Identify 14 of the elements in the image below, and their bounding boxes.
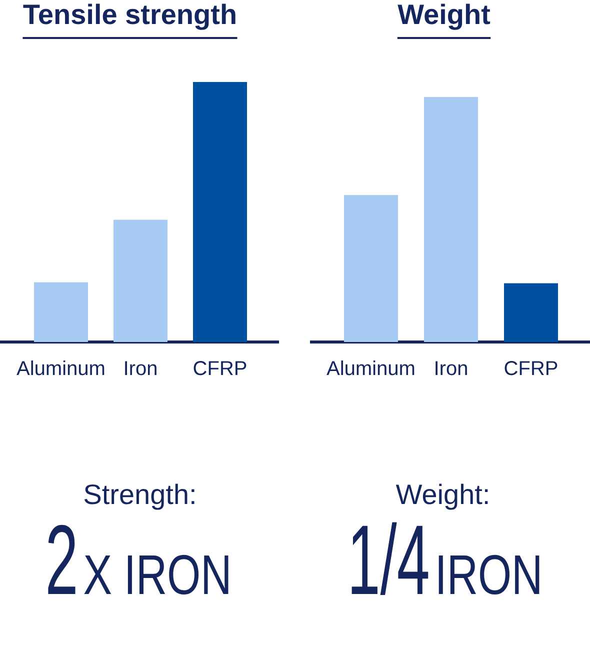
text: 2	[48, 524, 76, 594]
x-tick-label: Aluminum	[326, 360, 414, 376]
x-tick-label: Aluminum	[16, 360, 104, 376]
chart-title: Tensile strength	[23, 4, 236, 30]
x-tick-label: CFRP	[504, 361, 558, 376]
text: Weight:	[396, 484, 488, 510]
x-tick-label: Iron	[125, 361, 156, 376]
x-tick-label: CFRP	[194, 361, 246, 376]
text: Strength:	[84, 484, 194, 510]
chart-title: Weight	[398, 4, 490, 30]
text: 1/4	[352, 522, 428, 595]
text: X IRON	[84, 554, 228, 595]
text: IRON	[438, 554, 540, 595]
x-tick-label: Iron	[436, 361, 467, 376]
